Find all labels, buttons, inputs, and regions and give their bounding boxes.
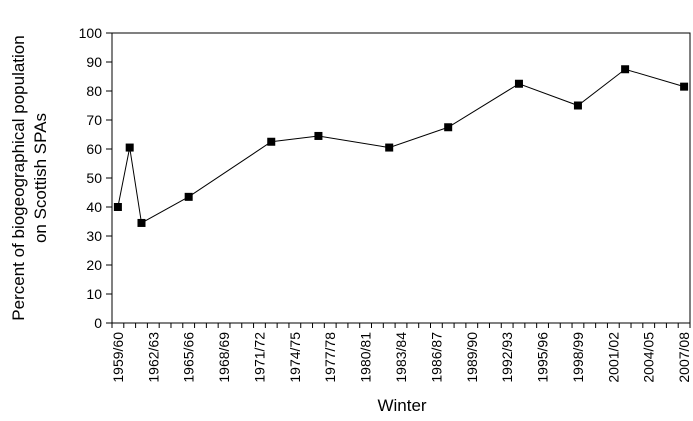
y-tick-label: 80 <box>86 83 102 99</box>
x-axis: 1959/60 1962/63 1965/66 1968/69 1971/72 1974/… <box>110 323 692 383</box>
y-tick-label: 60 <box>86 141 102 157</box>
series-line <box>117 68 685 224</box>
y-tick-label: 40 <box>86 199 102 215</box>
data-point-marker <box>385 143 394 152</box>
x-tick-label: 1998/99 <box>570 332 586 383</box>
data-point-marker <box>184 192 193 201</box>
y-axis: 0 10 20 30 40 50 60 70 80 90 100 <box>79 25 691 331</box>
y-axis-title-line-1: Percent of biogeographical population <box>9 35 28 320</box>
y-tick-label: 100 <box>79 25 103 41</box>
x-tick-label: 1983/84 <box>393 332 409 383</box>
series <box>113 65 689 227</box>
x-tick-label: 1995/96 <box>535 332 551 383</box>
x-tick-label: 2007/08 <box>676 332 692 383</box>
x-tick-label: 2004/05 <box>641 332 657 383</box>
x-tick-label: 1962/63 <box>145 332 161 383</box>
y-tick-label: 0 <box>94 315 102 331</box>
y-tick-label: 20 <box>86 257 102 273</box>
x-tick-label: 1992/93 <box>499 332 515 383</box>
x-tick-label: 1980/81 <box>358 332 374 383</box>
x-tick-label: 1959/60 <box>110 332 126 383</box>
data-point-marker <box>680 82 689 91</box>
x-tick-label: 1968/69 <box>216 332 232 383</box>
y-tick-label: 70 <box>86 112 102 128</box>
data-point-marker <box>314 131 323 140</box>
x-tick-label: 1986/87 <box>428 332 444 383</box>
data-point-marker <box>444 123 453 132</box>
plot-area-border <box>111 32 691 324</box>
x-tick-label: 1974/75 <box>287 332 303 383</box>
y-tick-label: 30 <box>86 228 102 244</box>
data-point-marker <box>137 218 146 227</box>
y-tick-label: 90 <box>86 54 102 70</box>
x-axis-title: Winter <box>377 396 426 415</box>
data-point-marker <box>113 203 122 211</box>
data-point-marker <box>514 79 523 88</box>
y-tick-label: 10 <box>86 286 102 302</box>
y-tick-label: 50 <box>86 170 102 186</box>
data-point-marker <box>621 65 630 74</box>
data-point-marker <box>267 137 276 146</box>
x-tick-label: 2001/02 <box>605 332 621 383</box>
x-tick-label: 1971/72 <box>251 332 267 383</box>
x-tick-label: 1989/90 <box>464 332 480 383</box>
x-tick-label: 1965/66 <box>181 332 197 383</box>
data-point-marker <box>125 143 134 152</box>
y-axis-title-line-2: on Scottish SPAs <box>31 113 50 243</box>
data-point-marker <box>573 101 582 110</box>
x-tick-label: 1977/78 <box>322 332 338 383</box>
